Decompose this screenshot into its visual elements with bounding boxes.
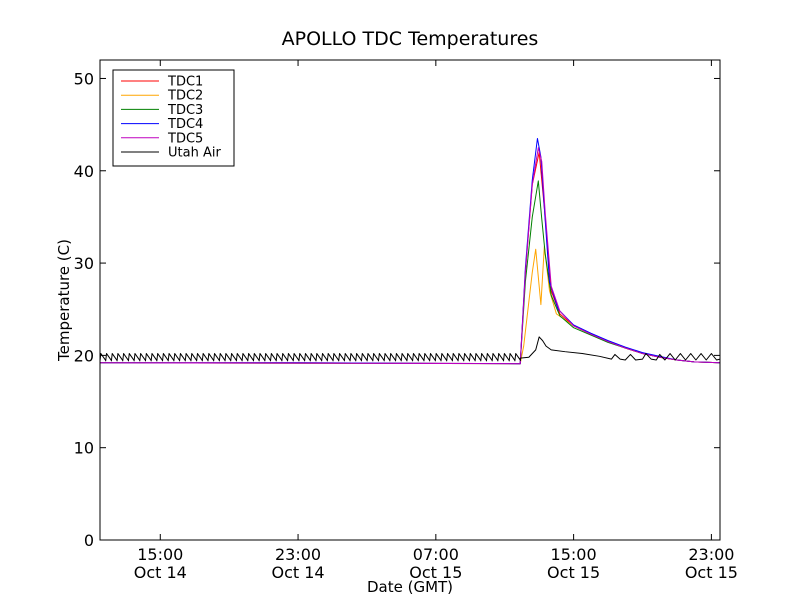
legend-label: TDC2 [167, 89, 203, 104]
series-group [100, 137, 720, 365]
x-tick-date: Oct 15 [409, 563, 462, 582]
legend-label: TDC3 [167, 103, 203, 118]
y-axis: 0 10 20 30 40 50 [74, 69, 720, 550]
x-tick-time: 15:00 [137, 545, 183, 564]
y-axis-label: Temperature (C) [55, 239, 73, 362]
x-axis-label: Date (GMT) [367, 578, 453, 596]
legend-label: TDC5 [167, 131, 203, 146]
legend-label: TDC1 [167, 75, 203, 90]
legend-label: TDC4 [167, 117, 203, 132]
y-tick-label: 0 [84, 531, 94, 550]
x-tick-time: 15:00 [551, 545, 597, 564]
x-tick-time: 07:00 [413, 545, 459, 564]
y-tick-label: 20 [74, 346, 94, 365]
y-tick-label: 10 [74, 439, 94, 458]
chart-title: APOLLO TDC Temperatures [282, 28, 539, 50]
x-tick-time: 23:00 [688, 545, 734, 564]
plot-frame [99, 59, 721, 541]
x-tick-date: Oct 14 [272, 563, 325, 582]
y-tick-label: 30 [74, 254, 94, 273]
legend-label: Utah Air [168, 146, 221, 161]
x-tick-date: Oct 15 [685, 563, 738, 582]
series-line-utah-air [100, 336, 720, 362]
legend-box [112, 69, 235, 167]
y-tick-label: 50 [74, 69, 94, 88]
x-tick-time: 23:00 [275, 545, 321, 564]
y-tick-label: 40 [74, 162, 94, 181]
x-tick-date: Oct 14 [134, 563, 187, 582]
x-tick-date: Oct 15 [547, 563, 600, 582]
